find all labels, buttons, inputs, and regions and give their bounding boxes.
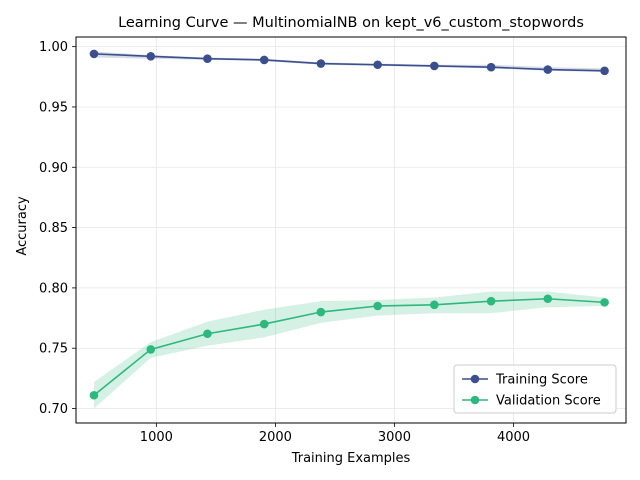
validation-score-point xyxy=(600,298,609,307)
y-tick-label: 0.75 xyxy=(39,342,68,357)
legend: Training Score Validation Score xyxy=(453,364,617,414)
plot-frame xyxy=(75,36,627,424)
training-score-point xyxy=(203,54,212,64)
y-tick-label: 0.90 xyxy=(39,161,68,176)
validation-score-point xyxy=(203,329,212,339)
training-score-point xyxy=(259,55,269,65)
validation-score-line xyxy=(93,297,605,396)
y-tick-label: 0.95 xyxy=(39,100,68,115)
line-layer xyxy=(89,49,609,400)
y-tick-label: 1.00 xyxy=(39,40,68,55)
y-tick-label: 0.85 xyxy=(39,221,68,236)
training-score-line xyxy=(93,53,605,72)
legend-box xyxy=(453,364,617,414)
validation-score-band xyxy=(93,291,605,409)
training-score-point xyxy=(146,52,156,61)
validation-score-point xyxy=(259,319,269,329)
x-tick-label: 2000 xyxy=(259,430,292,445)
legend-swatch-marker-validation-score xyxy=(470,395,480,405)
validation-score-point xyxy=(89,390,99,400)
validation-score-point xyxy=(486,296,496,306)
x-tick-label: 4000 xyxy=(497,430,530,445)
legend-swatch-marker-training-score xyxy=(470,374,480,384)
validation-score-point xyxy=(543,294,553,304)
y-tick-label: 0.80 xyxy=(39,281,68,296)
x-tick-label: 1000 xyxy=(140,430,173,445)
legend-label-validation-score: Validation Score xyxy=(496,394,601,409)
training-score-point xyxy=(430,61,439,71)
training-score-point xyxy=(316,59,326,68)
validation-score-point xyxy=(430,300,439,310)
y-tick-label: 0.70 xyxy=(39,402,68,417)
tick-layer: 1000 2000 3000 4000 0.70 0.75 0.80 0.85 0.90 0.95… xyxy=(39,40,530,445)
chart-title: Learning Curve — MultinomialNB on kept_v… xyxy=(118,15,584,31)
x-tick-label: 3000 xyxy=(378,430,411,445)
y-axis-title: Accuracy xyxy=(15,196,30,256)
validation-score-point xyxy=(373,301,382,311)
validation-score-point xyxy=(146,345,156,354)
x-axis-title: Training Examples xyxy=(291,451,411,466)
training-score-point xyxy=(543,65,553,74)
validation-score-point xyxy=(316,307,326,317)
grid-layer xyxy=(76,37,626,423)
training-score-point xyxy=(373,60,382,70)
training-score-point xyxy=(600,66,609,76)
legend-label-training-score: Training Score xyxy=(495,373,588,388)
training-score-point xyxy=(486,62,496,72)
training-score-point xyxy=(89,49,99,59)
